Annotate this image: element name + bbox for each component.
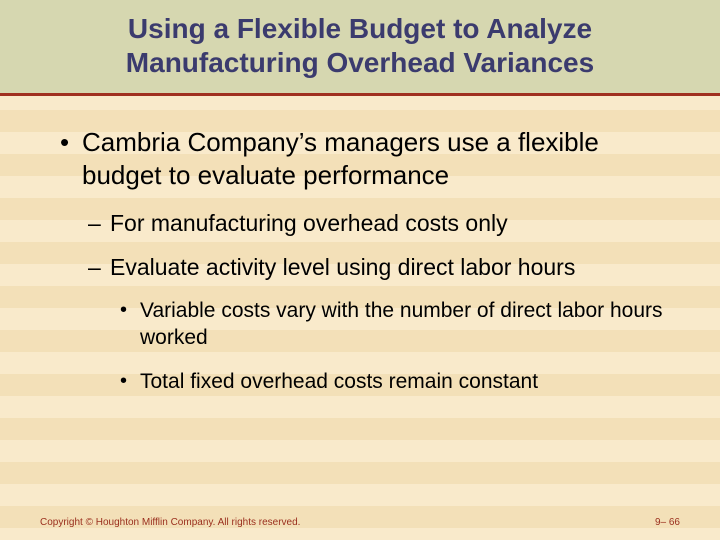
slide-footer: Copyright © Houghton Mifflin Company. Al… [0,517,720,528]
bullet-level3: Total fixed overhead costs remain consta… [120,368,670,395]
bullet-level3: Variable costs vary with the number of d… [120,297,670,352]
title-band: Using a Flexible Budget to Analyze Manuf… [0,0,720,96]
copyright-text: Copyright © Houghton Mifflin Company. Al… [40,517,300,528]
page-number: 9– 66 [655,517,680,528]
bullet-level1: Cambria Company’s managers use a flexibl… [60,126,670,191]
title-line-2: Manufacturing Overhead Variances [126,47,594,78]
slide: Using a Flexible Budget to Analyze Manuf… [0,0,720,540]
slide-content: Cambria Company’s managers use a flexibl… [0,96,720,421]
slide-title: Using a Flexible Budget to Analyze Manuf… [40,12,680,79]
bullet-level2: Evaluate activity level using direct lab… [88,253,670,283]
bullet-level2: For manufacturing overhead costs only [88,209,670,239]
title-line-1: Using a Flexible Budget to Analyze [128,13,592,44]
